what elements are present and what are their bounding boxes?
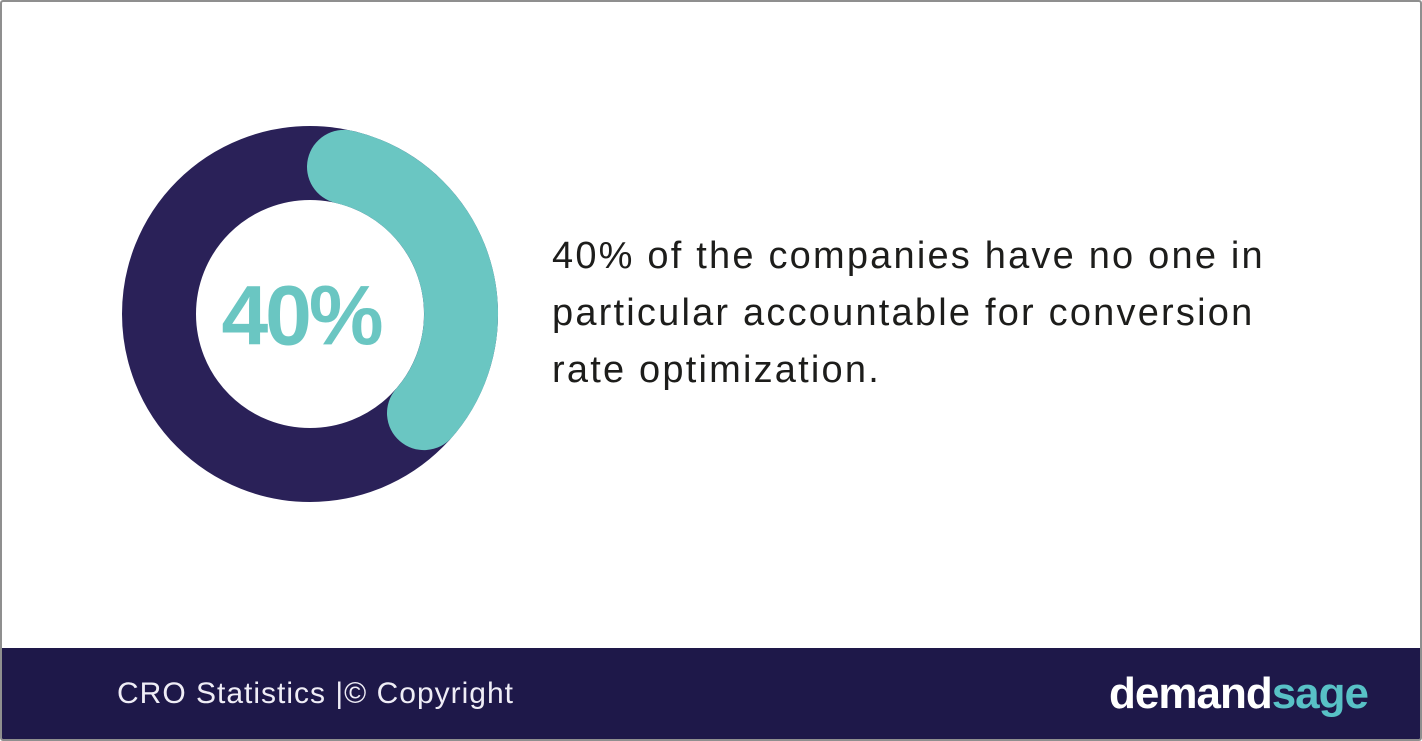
donut-slice-highlight bbox=[307, 129, 499, 451]
logo-text-demand: demand bbox=[1109, 668, 1273, 718]
demandsage-logo: demandsage bbox=[1109, 668, 1369, 719]
logo-text-sage: sage bbox=[1271, 668, 1369, 718]
stat-text-line: particular accountable for conversion bbox=[552, 292, 1255, 334]
stat-text-line: 40% of the companies have no one in bbox=[552, 235, 1265, 277]
stat-text-line: rate optimization. bbox=[552, 349, 881, 391]
footer-caption: CRO Statistics |© Copyright bbox=[117, 676, 514, 710]
donut-chart bbox=[122, 126, 499, 502]
donut-center-label: 40% bbox=[221, 268, 383, 363]
stat-text: 40% of the companies have no one in part… bbox=[552, 228, 1352, 399]
footer-bar: CRO Statistics |© Copyright demandsage bbox=[2, 648, 1420, 739]
